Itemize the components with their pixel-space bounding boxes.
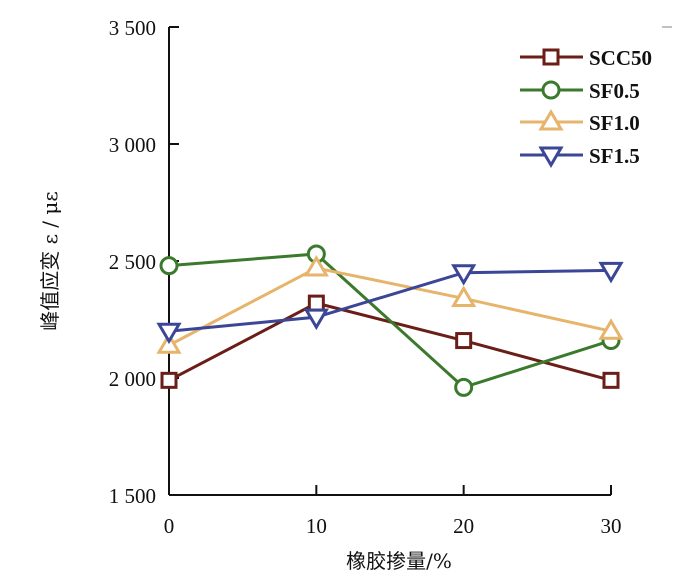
data-point bbox=[455, 332, 473, 350]
legend-label: SF1.5 bbox=[589, 144, 640, 168]
data-point bbox=[602, 371, 620, 389]
data-point bbox=[454, 377, 474, 397]
data-point bbox=[160, 371, 178, 389]
legend-label: SF1.0 bbox=[589, 111, 640, 135]
series-line bbox=[168, 252, 612, 390]
data-point bbox=[307, 294, 325, 312]
y-axis-title: 峰值应变 ε / με bbox=[38, 191, 62, 331]
series-line bbox=[168, 301, 612, 382]
x-tick-label: 30 bbox=[601, 514, 622, 538]
legend-marker bbox=[542, 48, 560, 66]
series-line bbox=[168, 266, 612, 347]
legend-label: SF0.5 bbox=[589, 79, 640, 103]
x-axis-title: 橡胶掺量/% bbox=[346, 549, 452, 573]
x-tick-label: 10 bbox=[306, 514, 327, 538]
legend-item: SF1.5 bbox=[520, 144, 640, 168]
series-scc50 bbox=[160, 294, 620, 389]
y-tick-label: 3 500 bbox=[109, 16, 156, 40]
data-point bbox=[303, 255, 329, 277]
data-point bbox=[159, 256, 179, 276]
series-group bbox=[156, 244, 624, 397]
legend-item: SF0.5 bbox=[520, 79, 640, 103]
legend-marker bbox=[538, 146, 564, 168]
y-tick-label: 1 500 bbox=[109, 484, 156, 508]
legend: SCC50 SF0.5 SF1.0 SF1.5 bbox=[520, 46, 652, 168]
x-tick-label: 0 bbox=[164, 514, 175, 538]
legend-marker bbox=[538, 109, 564, 131]
data-point bbox=[451, 285, 477, 307]
data-point bbox=[598, 318, 624, 340]
y-tick-label: 2 500 bbox=[109, 250, 156, 274]
y-ticks: 1 500 2 000 2 500 3 000 3 500 bbox=[109, 16, 179, 508]
y-tick-label: 2 000 bbox=[109, 367, 156, 391]
series-sf1-5 bbox=[156, 261, 624, 345]
legend-item: SCC50 bbox=[520, 46, 652, 70]
x-tick-label: 20 bbox=[453, 514, 474, 538]
legend-item: SF1.0 bbox=[520, 109, 640, 135]
data-point bbox=[451, 264, 477, 286]
y-tick-label: 3 000 bbox=[109, 133, 156, 157]
series-sf0-5 bbox=[159, 244, 621, 397]
series-line bbox=[168, 268, 612, 333]
legend-label: SCC50 bbox=[589, 46, 652, 70]
x-ticks: 0 10 20 30 bbox=[164, 485, 622, 538]
data-point bbox=[303, 308, 329, 331]
legend-marker bbox=[541, 80, 561, 100]
data-point bbox=[156, 322, 182, 345]
data-point bbox=[598, 261, 624, 284]
series-sf1-0 bbox=[156, 255, 624, 354]
